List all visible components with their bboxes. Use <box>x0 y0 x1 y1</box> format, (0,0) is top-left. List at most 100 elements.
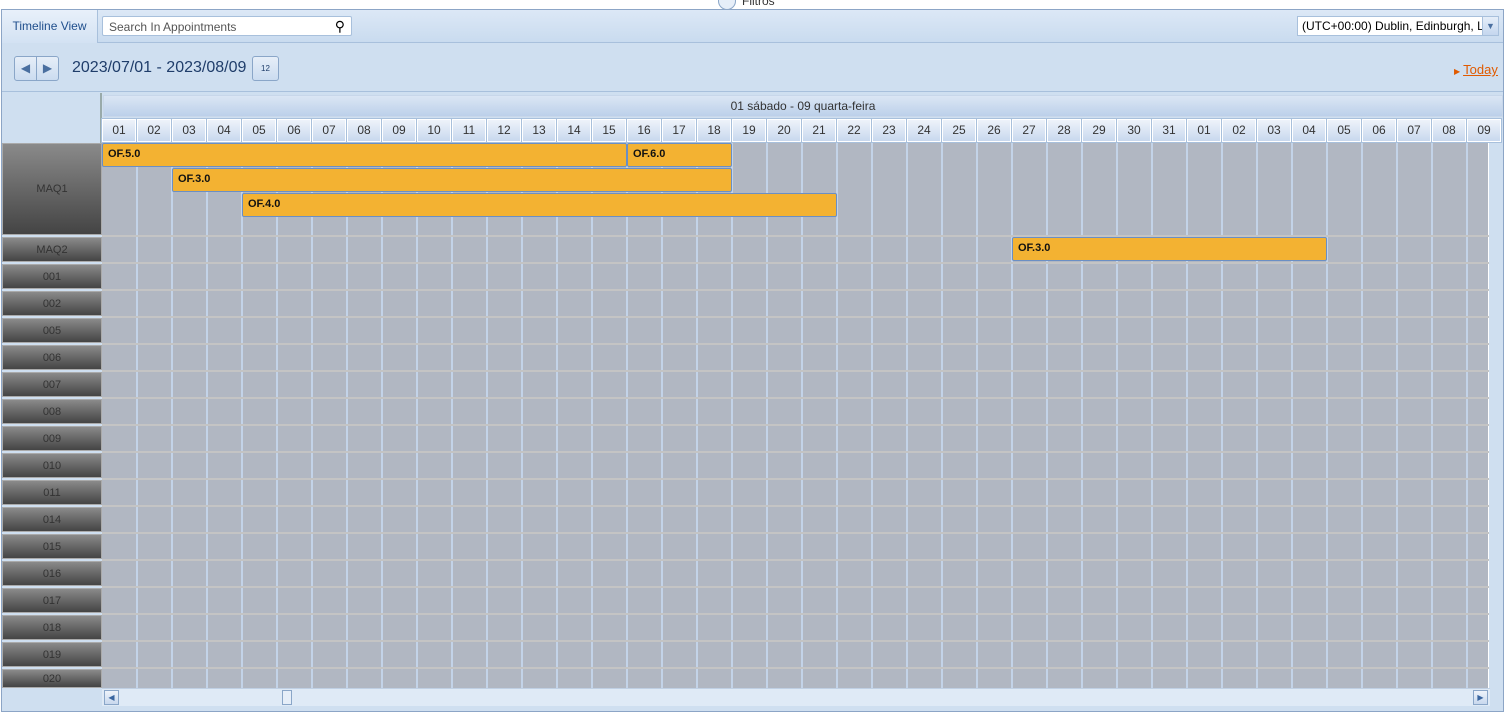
resource-row[interactable] <box>102 615 1489 640</box>
row-scroll-icon[interactable]: ⬍ <box>1488 291 1489 316</box>
grid-line <box>486 318 488 343</box>
resource-header[interactable]: 019 <box>2 642 102 667</box>
day-header: 21 <box>801 118 837 143</box>
resource-header[interactable]: 014 <box>2 507 102 532</box>
next-button[interactable]: ▶ <box>42 61 53 75</box>
resource-row[interactable] <box>102 264 1489 289</box>
day-header: 10 <box>416 118 452 143</box>
tab-timeline-view[interactable]: Timeline View <box>2 10 98 43</box>
grid-line <box>381 480 383 505</box>
resource-header[interactable]: MAQ2 <box>2 237 102 262</box>
row-scroll-icon[interactable]: ⬍ <box>1488 534 1489 559</box>
row-scroll-icon[interactable]: ⬍ <box>1488 588 1489 613</box>
grid-line <box>276 453 278 478</box>
row-scroll-icon[interactable]: ⬍ <box>1488 399 1489 424</box>
appointment[interactable]: OF.3.0 <box>172 168 732 192</box>
grid-line <box>171 426 173 451</box>
resource-row[interactable] <box>102 480 1489 505</box>
resource-row[interactable] <box>102 372 1489 397</box>
scroll-left-icon[interactable]: ◀ <box>104 690 119 705</box>
scroll-thumb[interactable] <box>282 690 292 705</box>
resource-header[interactable]: 020 <box>2 669 102 688</box>
resource-header[interactable]: 005 <box>2 318 102 343</box>
resource-row[interactable] <box>102 507 1489 532</box>
resource-header[interactable]: 011 <box>2 480 102 505</box>
grid-line <box>486 588 488 613</box>
appointment[interactable]: OF.5.0 <box>102 143 627 167</box>
resource-header[interactable]: 015 <box>2 534 102 559</box>
grid-line <box>801 534 803 559</box>
row-scroll-icon[interactable] <box>1488 143 1489 235</box>
resource-header[interactable]: 018 <box>2 615 102 640</box>
resource-header[interactable]: 010 <box>2 453 102 478</box>
grid-line <box>626 372 628 397</box>
resource-row[interactable] <box>102 399 1489 424</box>
grid-line <box>906 291 908 316</box>
grid-line <box>1256 615 1258 640</box>
today-link[interactable]: ▶ Today <box>1454 62 1498 77</box>
grid-line <box>591 642 593 667</box>
row-scroll-icon[interactable]: ⬍ <box>1488 264 1489 289</box>
resource-row[interactable] <box>102 426 1489 451</box>
search-input[interactable]: Search In Appointments ⚲ <box>102 16 352 36</box>
row-scroll-icon[interactable]: ⬍ <box>1488 426 1489 451</box>
grid-line <box>1081 426 1083 451</box>
resource-row[interactable] <box>102 534 1489 559</box>
grid-line <box>871 318 873 343</box>
row-scroll-icon[interactable]: ⬍ <box>1488 642 1489 667</box>
grid-line <box>486 345 488 370</box>
chevron-down-icon[interactable]: ▼ <box>1482 17 1498 35</box>
resource-header[interactable]: 002 <box>2 291 102 316</box>
row-scroll-icon[interactable]: ⬍ <box>1488 318 1489 343</box>
resource-row[interactable] <box>102 291 1489 316</box>
grid-line <box>241 426 243 451</box>
grid-line <box>976 372 978 397</box>
grid-line <box>731 453 733 478</box>
resource-row[interactable] <box>102 453 1489 478</box>
grid-line <box>381 426 383 451</box>
resource-header[interactable]: 017 <box>2 588 102 613</box>
resource-row[interactable] <box>102 345 1489 370</box>
row-scroll-icon[interactable]: ⬍ <box>1488 561 1489 586</box>
resource-header[interactable]: 006 <box>2 345 102 370</box>
grid-line <box>1431 399 1433 424</box>
grid-line <box>1256 453 1258 478</box>
previous-button[interactable]: ◀ <box>15 57 37 80</box>
row-scroll-icon[interactable]: ⬍ <box>1488 507 1489 532</box>
appointment[interactable]: OF.6.0 <box>627 143 732 167</box>
resource-row[interactable] <box>102 642 1489 667</box>
resource-header[interactable]: 008 <box>2 399 102 424</box>
row-scroll-icon[interactable]: ⬍ <box>1488 372 1489 397</box>
row-scroll-icon[interactable]: ⬍ <box>1488 480 1489 505</box>
search-icon[interactable]: ⚲ <box>334 18 345 34</box>
row-scroll-icon[interactable]: ⬍ <box>1488 345 1489 370</box>
grid-line <box>836 480 838 505</box>
resource-row[interactable] <box>102 588 1489 613</box>
resource-row[interactable] <box>102 561 1489 586</box>
grid-line <box>696 534 698 559</box>
grid-line <box>1431 345 1433 370</box>
grid-line <box>1046 143 1048 235</box>
row-scroll-icon[interactable]: ⬍ <box>1488 237 1489 262</box>
appointment[interactable]: OF.3.0 <box>1012 237 1327 261</box>
resource-header[interactable]: 001 <box>2 264 102 289</box>
row-scroll-icon[interactable]: ⬍ <box>1488 669 1489 688</box>
row-scroll-icon[interactable]: ⬍ <box>1488 615 1489 640</box>
grid-line <box>486 561 488 586</box>
horizontal-scrollbar[interactable]: ◀ ▶ <box>102 688 1490 706</box>
scroll-right-icon[interactable]: ▶ <box>1473 690 1488 705</box>
appointment[interactable]: OF.4.0 <box>242 193 837 217</box>
grid-line <box>556 264 558 289</box>
resource-row[interactable] <box>102 669 1489 688</box>
resource-row[interactable] <box>102 318 1489 343</box>
resource-header[interactable]: 007 <box>2 372 102 397</box>
timezone-select[interactable]: (UTC+00:00) Dublin, Edinburgh, Li ▼ <box>1297 16 1499 36</box>
row-scroll-icon[interactable]: ⬍ <box>1488 453 1489 478</box>
grid-line <box>626 291 628 316</box>
grid-line <box>871 534 873 559</box>
grid-line <box>1326 507 1328 532</box>
resource-header[interactable]: 016 <box>2 561 102 586</box>
resource-header[interactable]: 009 <box>2 426 102 451</box>
calendar-button[interactable]: 12 <box>252 56 279 81</box>
resource-header[interactable]: MAQ1 <box>2 143 102 235</box>
